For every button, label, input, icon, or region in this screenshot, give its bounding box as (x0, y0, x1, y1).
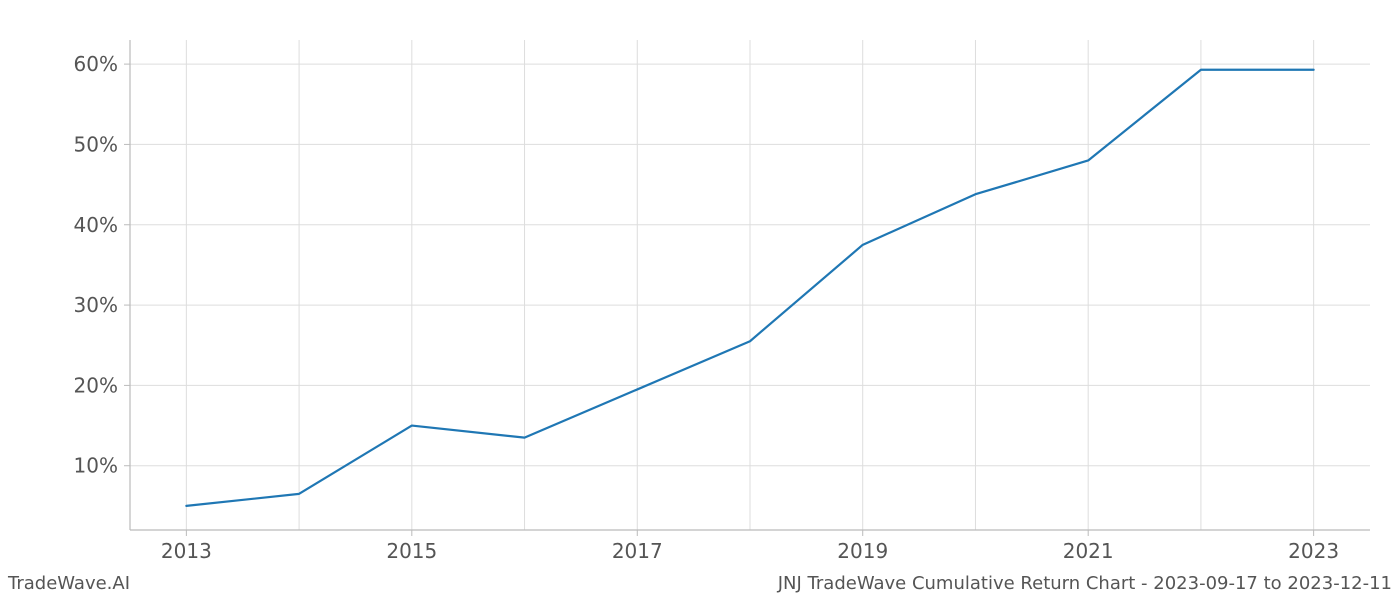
x-tick-label: 2013 (161, 539, 212, 563)
line-chart: 2013 2015 2017 2019 2021 2023 10% 20% 30% 40% 50% 6… (0, 0, 1400, 600)
y-tick-label: 60% (74, 52, 118, 76)
x-tick-label: 2023 (1288, 539, 1339, 563)
chart-container: 2013 2015 2017 2019 2021 2023 10% 20% 30% 40% 50% 6… (0, 0, 1400, 600)
footer-right-label: JNJ TradeWave Cumulative Return Chart - … (778, 573, 1392, 594)
x-tick-label: 2019 (837, 539, 888, 563)
chart-background (0, 0, 1400, 600)
y-tick-label: 30% (74, 293, 118, 317)
x-tick-label: 2021 (1063, 539, 1114, 563)
x-tick-label: 2017 (612, 539, 663, 563)
y-tick-label: 10% (74, 454, 118, 478)
y-tick-label: 20% (74, 373, 118, 397)
y-tick-label: 50% (74, 132, 118, 156)
x-tick-label: 2015 (386, 539, 437, 563)
y-tick-label: 40% (74, 213, 118, 237)
footer-left-label: TradeWave.AI (8, 573, 130, 594)
